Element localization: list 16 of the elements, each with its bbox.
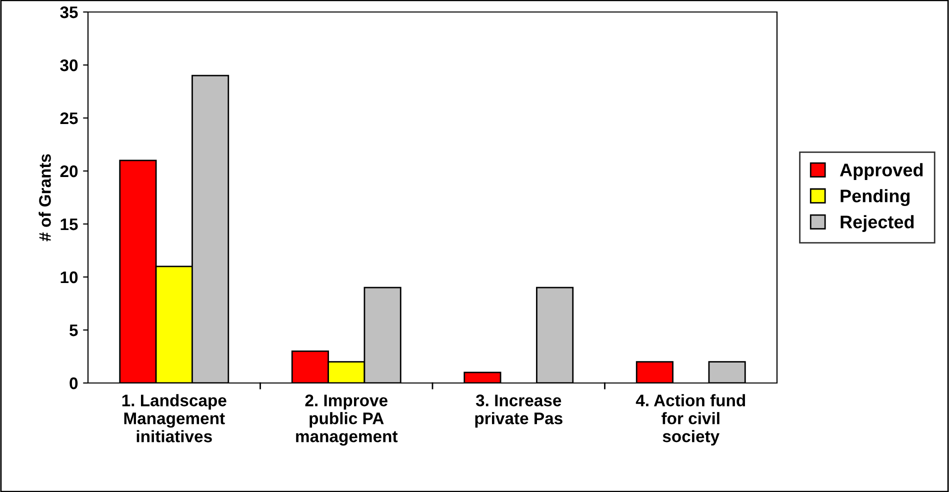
x-tick-label: 2. Improve public PA management bbox=[296, 394, 398, 446]
legend-label: Approved bbox=[840, 163, 923, 180]
legend-label: Rejected bbox=[840, 215, 914, 232]
y-axis-title: # of Grants bbox=[38, 154, 51, 242]
y-tick-label: 20 bbox=[60, 165, 78, 178]
y-tick-label: 25 bbox=[60, 112, 78, 124]
y-tick-label: 0 bbox=[70, 377, 78, 390]
legend-label: Pending bbox=[840, 189, 910, 206]
x-tick-label: 4. Action fund for civil society bbox=[636, 394, 746, 446]
y-tick-label: 10 bbox=[60, 271, 78, 284]
x-tick-label: 3. Increase private Pas bbox=[475, 394, 562, 428]
x-tick-label: 1. Landscape Management initiatives bbox=[122, 394, 226, 442]
y-tick-label: 15 bbox=[60, 218, 78, 230]
y-tick-label: 5 bbox=[70, 324, 78, 336]
y-tick-label: 30 bbox=[60, 59, 78, 72]
y-tick-label: 35 bbox=[60, 6, 78, 18]
